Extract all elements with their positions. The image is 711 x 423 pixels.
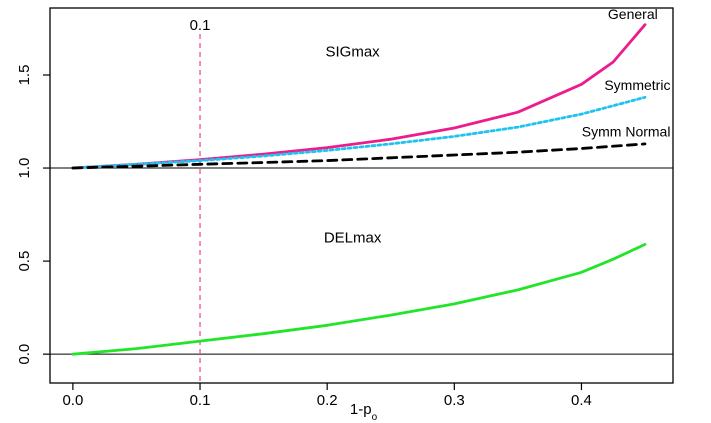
series-label-symm-normal: Symm Normal bbox=[582, 123, 671, 139]
x-tick-label: 0.0 bbox=[62, 392, 83, 409]
x-tick-label: 0.4 bbox=[571, 392, 592, 409]
series-line-unnamed-3 bbox=[71, 242, 647, 356]
plot-area: 0.1 0.0 0.1 0.2 0.3 0.4 0.0 0.5 1.0 1.5 1-po SIGmax… bbox=[16, 6, 674, 423]
vline-label: 0.1 bbox=[190, 17, 211, 34]
annotation-sigmax: SIGmax bbox=[326, 43, 381, 60]
x-tick-label: 0.3 bbox=[444, 392, 465, 409]
x-axis-label-subscript: o bbox=[372, 412, 378, 423]
x-tick-label: 0.2 bbox=[317, 392, 338, 409]
plot-frame bbox=[49, 7, 674, 384]
series-line-symmetric bbox=[71, 95, 647, 170]
y-tick-label: 1.0 bbox=[16, 158, 33, 179]
series-label-symmetric: Symmetric bbox=[604, 77, 670, 93]
annotation-delmax: DELmax bbox=[324, 229, 382, 246]
y-tick-label: 0.0 bbox=[16, 344, 33, 365]
y-tick-label: 1.5 bbox=[16, 65, 33, 86]
x-tick-label: 0.1 bbox=[190, 392, 211, 409]
y-tick-label: 0.5 bbox=[16, 251, 33, 272]
x-axis-label: 1-po bbox=[350, 401, 378, 423]
series-label-general: General bbox=[608, 6, 658, 22]
series-line-symm-normal bbox=[71, 142, 647, 170]
x-axis-label-main: 1-p bbox=[350, 401, 372, 418]
